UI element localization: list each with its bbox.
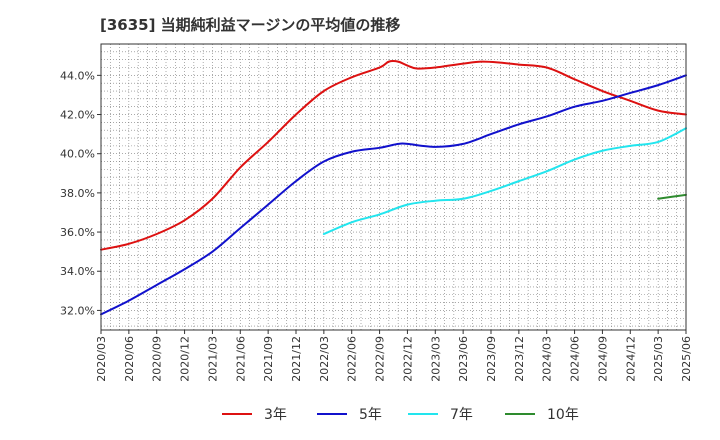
x-tick-label: 2022/06 (346, 336, 359, 382)
x-tick-label: 2020/09 (151, 336, 164, 382)
y-tick-label: 38.0% (60, 187, 95, 200)
legend: 3年 5年 7年 10年 (222, 407, 579, 423)
x-tick-label: 2022/03 (318, 336, 331, 382)
series-line-1 (100, 74, 687, 316)
x-tick-label: 2023/12 (513, 336, 526, 382)
x-tick-label: 2024/09 (596, 336, 609, 382)
x-axis: 2020/03 2020/06 2020/09 2020/12 2021/03 2021/… (95, 330, 693, 382)
x-tick-label: 2020/03 (95, 336, 108, 382)
legend-label-3: 10年 (547, 407, 579, 423)
x-tick-label: 2020/12 (179, 336, 192, 382)
x-tick-label: 2021/09 (262, 336, 275, 382)
x-tick-label: 2021/06 (234, 336, 247, 382)
x-tick-label: 2021/03 (206, 336, 219, 382)
x-tick-label: 2023/06 (457, 336, 470, 382)
series-layer (100, 60, 687, 316)
plot-background (101, 44, 686, 330)
y-tick-label: 34.0% (60, 265, 95, 278)
y-axis: 32.0% 34.0% 36.0% 38.0% 40.0% 42.0% 44.0% (60, 69, 101, 317)
x-tick-label: 2024/03 (541, 336, 554, 382)
y-tick-label: 36.0% (60, 226, 95, 239)
y-tick-label: 40.0% (60, 148, 95, 161)
y-tick-label: 32.0% (60, 304, 95, 317)
plot-frame (100, 43, 687, 331)
series-line-2 (322, 127, 687, 236)
y-tick-label: 44.0% (60, 69, 95, 82)
x-tick-label: 2024/12 (624, 336, 637, 382)
legend-label-0: 3年 (264, 407, 287, 423)
x-tick-label: 2025/06 (680, 336, 693, 382)
x-tick-label: 2022/09 (374, 336, 387, 382)
x-tick-label: 2025/03 (652, 336, 665, 382)
x-tick-label: 2020/06 (123, 336, 136, 382)
series-line-0 (100, 60, 687, 251)
series-line-3 (657, 193, 687, 200)
x-tick-label: 2024/06 (569, 336, 582, 382)
legend-label-1: 5年 (359, 407, 382, 423)
x-tick-label: 2023/09 (485, 336, 498, 382)
x-tick-label: 2023/03 (429, 336, 442, 382)
x-tick-label: 2021/12 (290, 336, 303, 382)
chart-title: [3635] 当期純利益マージンの平均値の推移 (100, 16, 401, 34)
legend-label-2: 7年 (450, 407, 473, 423)
x-tick-label: 2022/12 (401, 336, 414, 382)
y-tick-label: 42.0% (60, 109, 95, 122)
